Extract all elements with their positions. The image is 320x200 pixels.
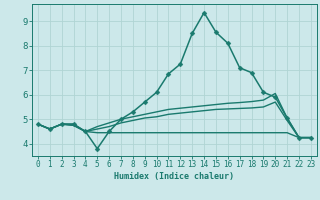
X-axis label: Humidex (Indice chaleur): Humidex (Indice chaleur) [115,172,234,181]
